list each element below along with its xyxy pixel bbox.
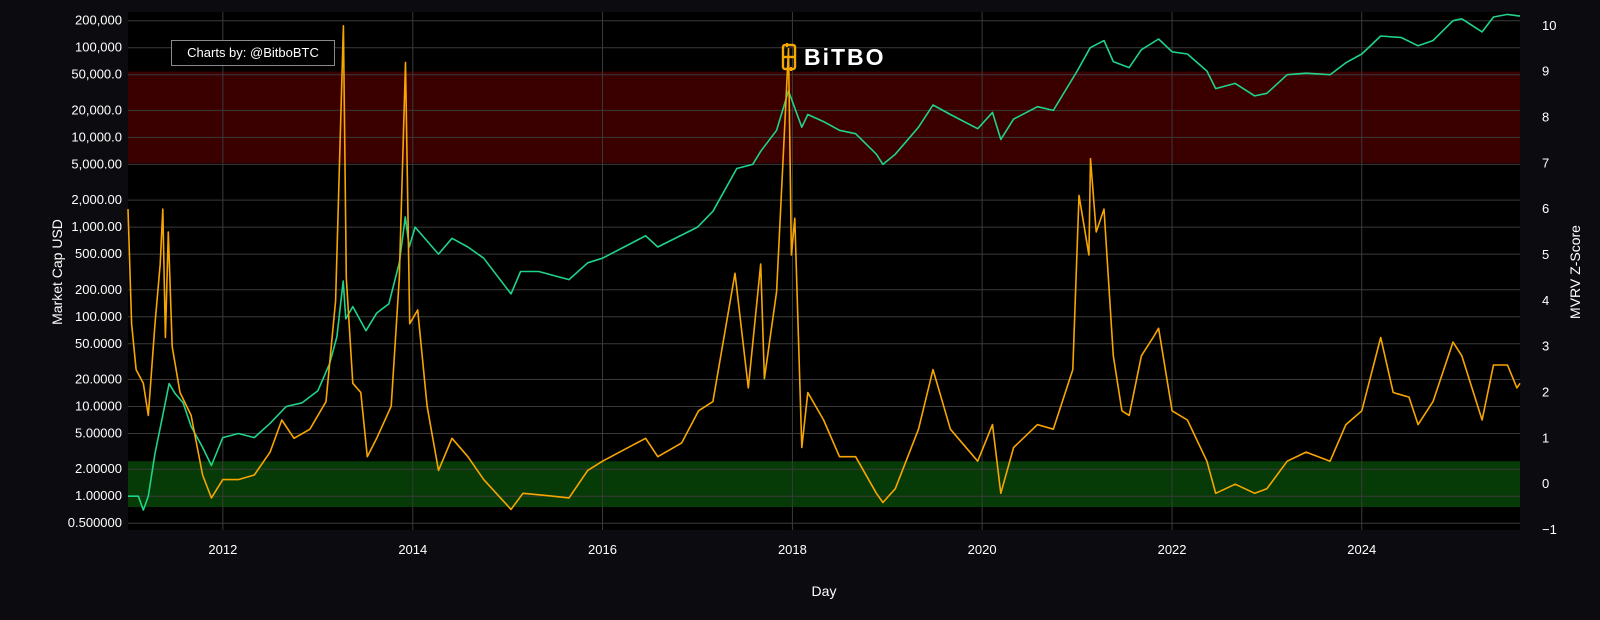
y-left-tick-label: 10,000.0: [71, 129, 122, 144]
y-left-tick-label: 5.00000: [75, 426, 122, 441]
y-right-tick-label: 9: [1542, 64, 1549, 79]
x-tick-label: 2018: [778, 542, 807, 557]
y-right-tick-label: −1: [1542, 522, 1557, 537]
y-right-tick-label: 4: [1542, 293, 1549, 308]
x-tick-label: 2016: [588, 542, 617, 557]
y-left-tick-label: 10.0000: [75, 399, 122, 414]
y-left-tick-label: 200,000: [75, 13, 122, 28]
credit-label: Charts by: @BitboBTC: [187, 45, 319, 60]
y-left-tick-label: 50,000.0: [71, 67, 122, 82]
y-right-tick-label: 10: [1542, 18, 1556, 33]
series-layer: [127, 13, 1521, 511]
red-zone-band: [128, 71, 1520, 164]
x-axis-title: Day: [812, 583, 837, 599]
y-right-tick-label: 8: [1542, 109, 1549, 124]
bitbo-logo-text: BiTBO: [804, 43, 886, 70]
y-right-tick-label: 5: [1542, 247, 1549, 262]
credit-box: Charts by: @BitboBTC: [171, 40, 335, 66]
bitbo-logo: BiTBO: [780, 42, 886, 72]
y-left-tick-label: 1.00000: [75, 488, 122, 503]
y-left-tick-label: 100.000: [75, 309, 122, 324]
market-cap-line: [128, 13, 1521, 511]
y-left-tick-label: 5,000.00: [71, 156, 122, 171]
y-right-tick-label: 7: [1542, 155, 1549, 170]
x-tick-label: 2014: [398, 542, 427, 557]
grid-layer: [128, 12, 1520, 530]
bitbo-logo-icon: [781, 43, 797, 71]
y-right-tick-label: 3: [1542, 339, 1549, 354]
x-tick-label: 2024: [1347, 542, 1376, 557]
x-tick-label: 2022: [1158, 542, 1187, 557]
y-left-tick-label: 20.0000: [75, 372, 122, 387]
y-left-tick-label: 500.000: [75, 246, 122, 261]
y-axis-left-title: Market Cap USD: [49, 219, 65, 325]
y-left-tick-label: 20,000.0: [71, 102, 122, 117]
y-right-tick-label: 2: [1542, 384, 1549, 399]
ticks-layer: 200,000 100,000 50,000.0 20,000.0 10,000.0 5,…: [68, 13, 1557, 557]
y-right-tick-label: 1: [1542, 430, 1549, 445]
y-left-tick-label: 100,000: [75, 40, 122, 55]
y-left-tick-label: 50.0000: [75, 336, 122, 351]
mvrv-z-score-line: [127, 25, 1521, 511]
green-zone-band: [128, 461, 1520, 508]
y-left-tick-label: 2.00000: [75, 461, 122, 476]
x-tick-label: 2012: [208, 542, 237, 557]
y-right-tick-label: 6: [1542, 201, 1549, 216]
y-left-tick-label: 0.500000: [68, 515, 122, 530]
y-left-tick-label: 1,000.00: [71, 219, 122, 234]
y-axis-right-title: MVRV Z-Score: [1567, 225, 1583, 319]
y-left-tick-label: 2,000.00: [71, 192, 122, 207]
x-tick-label: 2020: [968, 542, 997, 557]
y-left-tick-label: 200.000: [75, 282, 122, 297]
y-right-tick-label: 0: [1542, 476, 1549, 491]
